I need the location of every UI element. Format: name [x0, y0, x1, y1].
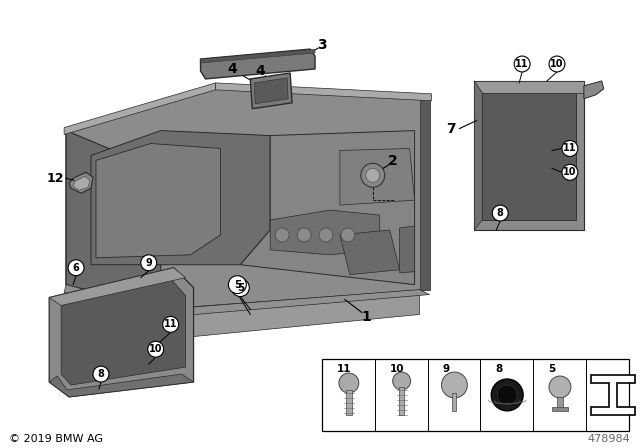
Polygon shape	[340, 148, 415, 205]
Polygon shape	[69, 172, 93, 193]
Text: 10: 10	[550, 59, 564, 69]
Circle shape	[393, 372, 411, 390]
Polygon shape	[399, 226, 415, 273]
Circle shape	[319, 228, 333, 242]
Text: 11: 11	[563, 143, 577, 154]
Polygon shape	[64, 83, 216, 134]
Circle shape	[492, 205, 508, 221]
Text: 5: 5	[234, 280, 241, 289]
Polygon shape	[420, 96, 429, 289]
Text: 8: 8	[97, 369, 104, 379]
Circle shape	[497, 385, 517, 405]
Polygon shape	[254, 78, 288, 104]
Circle shape	[275, 228, 289, 242]
Circle shape	[163, 316, 179, 332]
Circle shape	[549, 376, 571, 398]
FancyBboxPatch shape	[552, 407, 568, 411]
FancyBboxPatch shape	[557, 397, 563, 409]
Circle shape	[442, 372, 467, 398]
Text: 6: 6	[73, 263, 79, 273]
Circle shape	[93, 366, 109, 382]
Text: © 2019 BMW AG: © 2019 BMW AG	[10, 434, 103, 444]
Circle shape	[562, 164, 578, 180]
Text: 11: 11	[164, 319, 177, 329]
Text: 2: 2	[388, 155, 397, 168]
Polygon shape	[216, 83, 431, 101]
Text: 10: 10	[149, 344, 163, 354]
Circle shape	[232, 279, 250, 297]
Text: 8: 8	[495, 364, 502, 374]
Polygon shape	[474, 81, 584, 230]
Circle shape	[549, 56, 565, 72]
Text: 1: 1	[362, 310, 372, 324]
Text: 7: 7	[447, 121, 456, 136]
FancyBboxPatch shape	[322, 359, 628, 431]
Text: 478984: 478984	[588, 434, 630, 444]
FancyBboxPatch shape	[452, 393, 456, 411]
Polygon shape	[584, 81, 604, 99]
Polygon shape	[591, 375, 635, 415]
Circle shape	[341, 228, 355, 242]
FancyBboxPatch shape	[399, 387, 404, 415]
Circle shape	[492, 379, 523, 411]
Text: 9: 9	[145, 258, 152, 268]
Text: 4: 4	[227, 62, 237, 76]
Polygon shape	[66, 86, 429, 310]
Polygon shape	[49, 374, 193, 397]
Circle shape	[297, 228, 311, 242]
Circle shape	[361, 164, 385, 187]
Polygon shape	[474, 81, 584, 93]
Polygon shape	[250, 73, 292, 109]
Polygon shape	[61, 278, 186, 385]
Circle shape	[148, 341, 164, 357]
Text: 8: 8	[497, 208, 504, 218]
Circle shape	[68, 260, 84, 276]
Polygon shape	[96, 143, 220, 258]
Polygon shape	[66, 284, 420, 339]
Polygon shape	[49, 268, 186, 306]
Circle shape	[339, 373, 359, 393]
Polygon shape	[270, 210, 380, 255]
Polygon shape	[49, 268, 193, 397]
Text: 3: 3	[317, 38, 327, 52]
Polygon shape	[91, 130, 270, 265]
Text: 11: 11	[337, 364, 351, 374]
Polygon shape	[73, 177, 90, 190]
Text: 9: 9	[442, 364, 449, 374]
Polygon shape	[474, 81, 483, 230]
Polygon shape	[64, 284, 429, 318]
Circle shape	[141, 255, 157, 271]
Text: 12: 12	[47, 172, 64, 185]
Polygon shape	[200, 49, 315, 79]
Polygon shape	[340, 230, 399, 275]
Polygon shape	[66, 130, 161, 310]
Circle shape	[562, 141, 578, 156]
Polygon shape	[483, 93, 576, 220]
Text: 10: 10	[563, 167, 577, 177]
Circle shape	[366, 168, 380, 182]
FancyBboxPatch shape	[346, 390, 352, 415]
Circle shape	[514, 56, 530, 72]
Circle shape	[228, 276, 246, 293]
Text: 10: 10	[390, 364, 404, 374]
Text: 5: 5	[237, 283, 244, 293]
Text: 11: 11	[515, 59, 529, 69]
Polygon shape	[241, 130, 415, 284]
Text: 5: 5	[548, 364, 556, 374]
Polygon shape	[200, 49, 315, 63]
Text: 4: 4	[255, 64, 265, 78]
